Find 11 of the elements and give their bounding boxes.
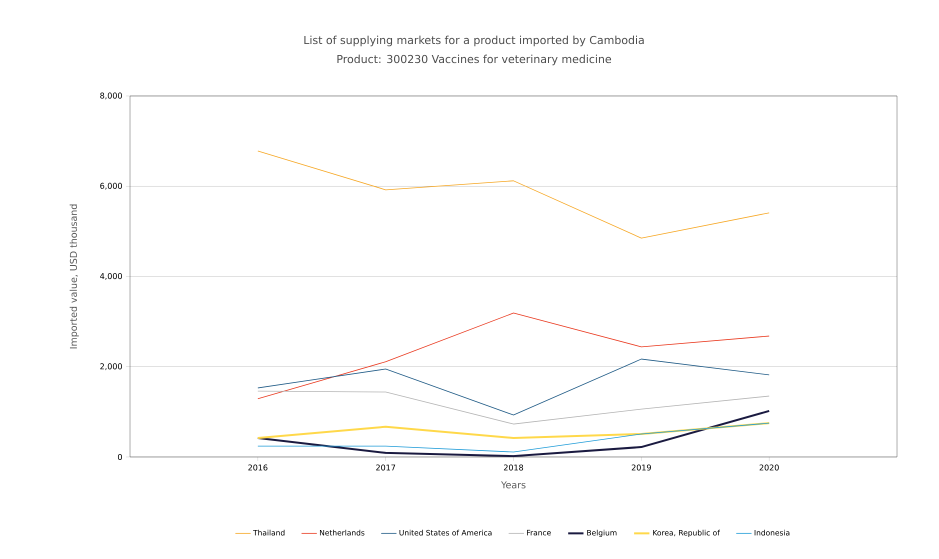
chart-subtitle: Product: 300230 Vaccines for veterinary medicine [337, 54, 612, 66]
chart-title: List of supplying markets for a product imported by Cambodia [304, 36, 644, 46]
line-series [257, 150, 770, 239]
line-series [257, 358, 770, 416]
x-axis-title: Years [501, 481, 526, 488]
y-axis-title: Imported value, USD thousand [70, 204, 79, 348]
line-series [257, 312, 770, 400]
line-series [257, 390, 770, 424]
line-series [256, 422, 770, 440]
line-series [256, 410, 770, 457]
line-series [257, 422, 770, 452]
